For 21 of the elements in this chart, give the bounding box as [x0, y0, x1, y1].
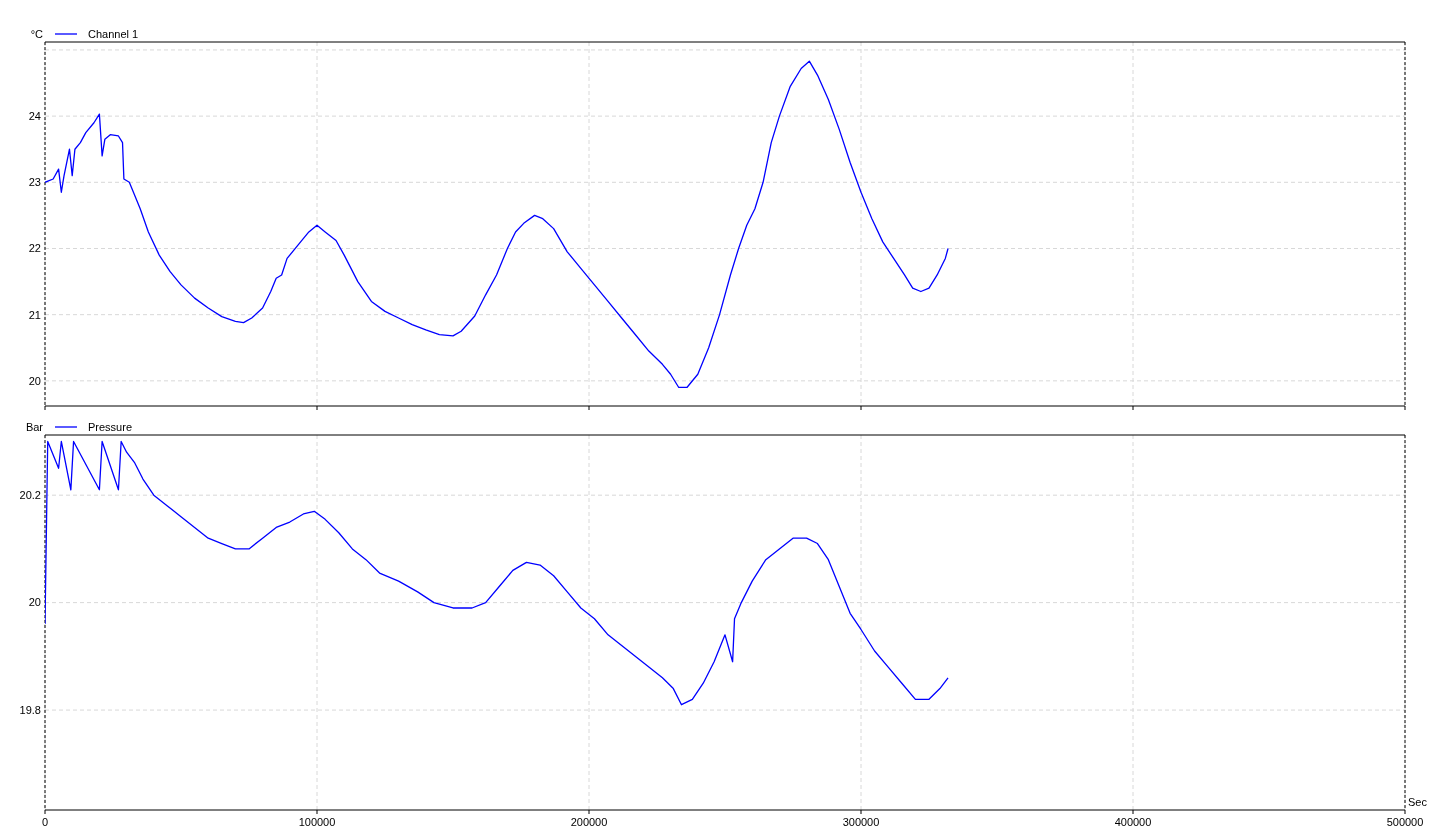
y-axis-title: °C	[30, 28, 44, 40]
x-axis-title: Sec	[1408, 796, 1428, 808]
y-tick-label: 20.2	[19, 489, 41, 502]
x-tick-label: 500000	[1386, 816, 1424, 828]
x-tick-label: 200000	[570, 816, 608, 828]
x-tick-label: 300000	[842, 816, 880, 828]
y-tick-label: 23	[28, 176, 41, 189]
y-tick-label: 22	[28, 242, 41, 255]
x-tick-label: 100000	[298, 816, 336, 828]
y-tick-label: 24	[28, 109, 41, 122]
legend-label: Pressure	[88, 421, 133, 433]
y-tick-label: 19.8	[19, 703, 41, 716]
y-tick-label: 21	[28, 308, 41, 321]
y-tick-label: 20	[28, 596, 41, 609]
y-axis-title: Bar	[25, 421, 44, 433]
y-tick-label: 20	[28, 374, 41, 387]
line-series	[45, 440, 949, 706]
x-tick-label: 400000	[1114, 816, 1152, 828]
x-tick-label: 0	[41, 816, 49, 828]
legend-label: Channel 1	[88, 28, 139, 40]
line-series	[45, 60, 949, 389]
